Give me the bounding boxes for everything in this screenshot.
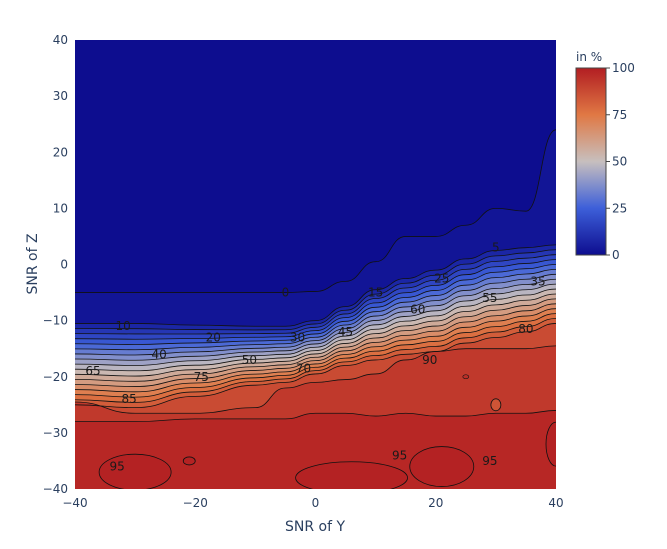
contour-line [75,293,556,377]
y-tick-label: 30 [53,89,68,103]
contour-line [75,303,556,387]
colorbar-title: in % [576,50,602,64]
contour-line [75,345,556,414]
contour-line [75,244,556,327]
contour-line [75,318,556,403]
contour-label: 25 [434,272,449,286]
y-tick-label: −20 [43,370,68,384]
contour-label: 85 [121,392,136,406]
contour-line [75,313,556,398]
y-tick-label: 20 [53,145,68,159]
y-axis-ticks: −40 −30 −20 −10 0 10 20 30 40 [43,33,68,496]
x-tick-label: 40 [548,496,563,510]
x-tick-label: 0 [312,496,320,510]
contour-label: 75 [194,370,209,384]
contour-island [490,398,502,412]
contour-line [75,278,556,361]
contour-label: 60 [410,302,425,316]
x-tick-label: −20 [183,496,208,510]
y-tick-label: −40 [43,482,68,496]
y-tick-label: −30 [43,426,68,440]
colorbar: in % 0 25 50 75 100 [575,50,635,262]
contour-lines [75,129,556,423]
contour-label: 40 [152,347,167,361]
x-axis-ticks: −40 −20 0 20 40 [62,496,563,510]
x-axis-title: SNR of Y [285,519,345,535]
contour-line [75,323,556,409]
contour-line [75,129,556,293]
y-tick-label: 10 [53,201,68,215]
contour-island [409,446,475,487]
contour-label: 35 [530,274,545,288]
contour-line [75,308,556,393]
colorbar-ticks: 0 25 50 75 100 [606,61,635,262]
contour-label: 0 [282,286,290,300]
colorbar-tick-label: 75 [612,108,627,122]
x-tick-label: −40 [62,496,87,510]
contour-line [75,254,556,335]
contour-label: 95 [392,448,407,462]
y-tick-label: 40 [53,33,68,47]
plot-area [75,40,556,489]
contour-labels: 0 5 10 15 20 25 30 35 40 45 50 55 60 65 70 75 80 85 90 95 95… [85,241,545,474]
contour-label: 95 [109,460,124,474]
contour-island [545,421,556,467]
colorbar-tick-label: 50 [612,155,627,169]
contour-line [75,410,556,423]
contour-label: 20 [206,330,221,344]
contour-island [295,461,408,489]
contour-island [182,456,196,466]
contour-island [462,374,470,380]
contour-label: 90 [422,353,437,367]
colorbar-tick-label: 25 [612,201,627,215]
contour-label: 95 [482,454,497,468]
contour-islands [98,374,556,489]
contour-label: 65 [85,364,100,378]
contour-line [75,249,556,331]
contour-label: 70 [296,361,311,375]
contour-line [75,298,556,382]
contour-line [75,288,556,372]
contour-label: 5 [492,241,500,255]
contour-line [75,273,556,356]
contour-line [75,264,556,345]
contour-label: 80 [518,322,533,336]
contour-line [75,269,556,351]
contour-line [75,283,556,366]
contour-label: 50 [242,353,257,367]
contour-island [98,453,172,489]
contour-label: 45 [338,325,353,339]
y-tick-label: −10 [43,314,68,328]
y-axis-title: SNR of Z [25,233,41,294]
contour-line [75,259,556,340]
colorbar-tick-label: 0 [612,248,620,262]
x-tick-label: 20 [428,496,443,510]
contour-label: 55 [482,291,497,305]
colorbar-gradient [575,67,607,256]
contour-label: 10 [115,319,130,333]
y-tick-label: 0 [60,258,68,272]
colorbar-tick-label: 100 [612,61,635,75]
contour-label: 15 [368,286,383,300]
contour-bands [75,40,556,489]
contour-label: 30 [290,330,305,344]
